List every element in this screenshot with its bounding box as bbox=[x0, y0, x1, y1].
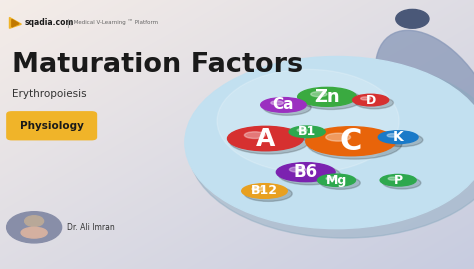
Text: Maturation Factors: Maturation Factors bbox=[12, 52, 303, 77]
Circle shape bbox=[7, 212, 62, 243]
Text: sqadia.com: sqadia.com bbox=[25, 18, 74, 27]
Ellipse shape bbox=[353, 94, 389, 106]
Ellipse shape bbox=[306, 127, 396, 156]
Circle shape bbox=[217, 69, 399, 173]
Ellipse shape bbox=[318, 174, 356, 186]
Ellipse shape bbox=[261, 98, 306, 112]
Text: K: K bbox=[393, 130, 403, 144]
Ellipse shape bbox=[290, 167, 306, 172]
Ellipse shape bbox=[356, 97, 393, 109]
Text: B6: B6 bbox=[294, 163, 318, 181]
Ellipse shape bbox=[289, 126, 325, 138]
Text: Zn: Zn bbox=[314, 88, 340, 106]
Text: A: A bbox=[256, 126, 275, 151]
FancyBboxPatch shape bbox=[6, 111, 97, 140]
Ellipse shape bbox=[380, 174, 416, 186]
Circle shape bbox=[396, 9, 429, 28]
Text: P: P bbox=[393, 174, 403, 187]
Circle shape bbox=[189, 61, 474, 238]
Ellipse shape bbox=[375, 30, 474, 174]
Ellipse shape bbox=[381, 133, 423, 147]
Text: Dr. Ali Imran: Dr. Ali Imran bbox=[67, 223, 115, 232]
Polygon shape bbox=[9, 17, 21, 28]
Ellipse shape bbox=[326, 177, 337, 180]
Text: C: C bbox=[339, 127, 362, 156]
Ellipse shape bbox=[383, 177, 421, 189]
Ellipse shape bbox=[245, 186, 292, 201]
Ellipse shape bbox=[387, 134, 398, 137]
Text: Ca: Ca bbox=[273, 97, 294, 112]
Ellipse shape bbox=[361, 97, 371, 100]
Ellipse shape bbox=[311, 91, 327, 97]
Text: Mg: Mg bbox=[326, 174, 347, 187]
Ellipse shape bbox=[245, 132, 265, 139]
Circle shape bbox=[185, 56, 474, 229]
Text: Physiology: Physiology bbox=[20, 121, 83, 131]
Ellipse shape bbox=[297, 129, 307, 132]
Polygon shape bbox=[12, 19, 19, 27]
Ellipse shape bbox=[298, 87, 356, 106]
Ellipse shape bbox=[264, 100, 311, 115]
Ellipse shape bbox=[271, 101, 283, 105]
Ellipse shape bbox=[276, 163, 335, 182]
Ellipse shape bbox=[292, 128, 330, 141]
Text: Erythropoiesis: Erythropoiesis bbox=[12, 89, 86, 99]
Ellipse shape bbox=[388, 177, 398, 180]
Text: | Medical V-Learning ™ Platform: | Medical V-Learning ™ Platform bbox=[70, 20, 158, 26]
Ellipse shape bbox=[229, 128, 309, 154]
Ellipse shape bbox=[326, 133, 351, 141]
Ellipse shape bbox=[378, 131, 418, 144]
Ellipse shape bbox=[242, 184, 287, 198]
Text: D: D bbox=[365, 94, 376, 107]
Text: B12: B12 bbox=[251, 185, 278, 197]
Ellipse shape bbox=[228, 126, 303, 151]
Ellipse shape bbox=[307, 129, 402, 159]
Ellipse shape bbox=[252, 187, 264, 191]
Ellipse shape bbox=[21, 227, 47, 238]
Ellipse shape bbox=[300, 90, 362, 109]
Text: B1: B1 bbox=[298, 125, 316, 138]
Ellipse shape bbox=[320, 176, 360, 189]
Ellipse shape bbox=[279, 165, 340, 185]
Circle shape bbox=[25, 216, 44, 226]
